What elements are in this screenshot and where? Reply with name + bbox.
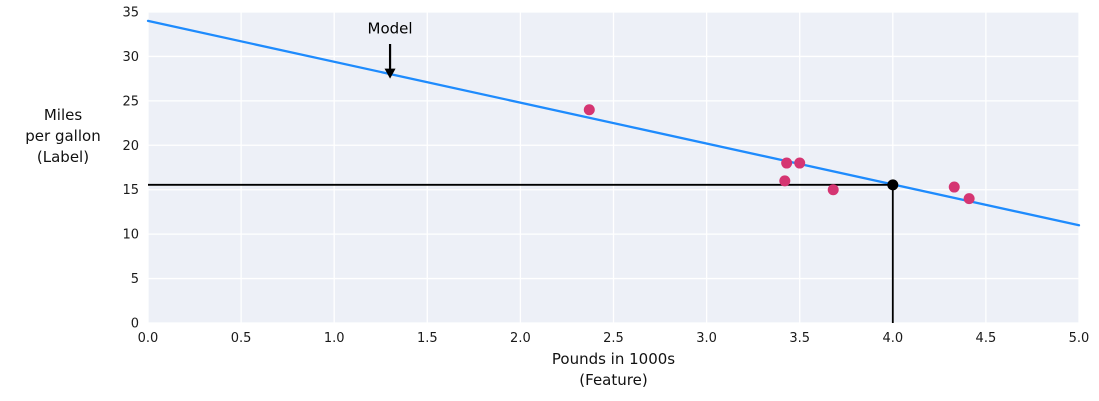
data-point xyxy=(948,181,960,193)
data-point xyxy=(583,104,595,116)
y-axis-label: Miles per gallon (Label) xyxy=(25,106,101,166)
x-tick-label: 0.5 xyxy=(231,331,252,346)
prediction-point xyxy=(887,179,899,191)
model-regression-line xyxy=(146,19,1081,227)
x-tick-label: 2.5 xyxy=(603,331,624,346)
x-tick-label: 1.5 xyxy=(417,331,438,346)
y-tick-label: 20 xyxy=(122,139,139,154)
y-tick-label: 5 xyxy=(131,272,139,287)
y-tick-label: 10 xyxy=(122,228,139,243)
data-point xyxy=(963,193,975,205)
data-point xyxy=(827,184,839,196)
y-tick-label: 0 xyxy=(131,317,139,332)
data-point xyxy=(794,157,806,169)
x-tick-label: 5.0 xyxy=(1069,331,1090,346)
x-tick-label: 4.5 xyxy=(976,331,997,346)
y-tick-label: 35 xyxy=(122,6,139,21)
model-annotation-arrow-head xyxy=(384,68,396,79)
x-tick-label: 3.0 xyxy=(696,331,717,346)
y-tick-label: 30 xyxy=(122,50,139,65)
x-axis-label: Pounds in 1000s (Feature) xyxy=(551,350,676,389)
x-tick-label: 3.5 xyxy=(789,331,810,346)
y-tick-label: 25 xyxy=(122,94,139,109)
data-point xyxy=(781,157,793,169)
x-tick-label: 0.0 xyxy=(138,331,159,346)
x-tick-label: 2.0 xyxy=(510,331,531,346)
x-tick-label: 4.0 xyxy=(882,331,903,346)
model-annotation-label: Model xyxy=(368,19,413,37)
y-tick-label: 15 xyxy=(122,183,139,198)
x-tick-label: 1.0 xyxy=(324,331,345,346)
data-point xyxy=(779,175,791,187)
